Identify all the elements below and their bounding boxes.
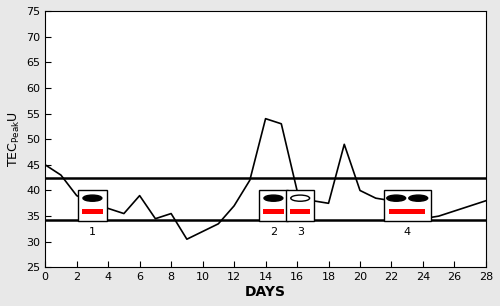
Bar [384, 190, 431, 221]
Bar [290, 209, 310, 214]
Bar [78, 190, 106, 221]
Circle shape [264, 195, 283, 201]
Circle shape [387, 195, 406, 201]
Y-axis label: TEC$_{\mathregular{Peak}}$U: TEC$_{\mathregular{Peak}}$U [7, 111, 22, 167]
Bar [286, 190, 314, 221]
Circle shape [409, 195, 428, 201]
X-axis label: DAYS: DAYS [245, 285, 286, 299]
Text: 2: 2 [270, 227, 277, 237]
Bar [260, 190, 287, 221]
Bar [389, 209, 426, 214]
Text: 4: 4 [404, 227, 411, 237]
Text: 1: 1 [89, 227, 96, 237]
Circle shape [83, 195, 102, 201]
Bar [82, 209, 102, 214]
Bar [263, 209, 283, 214]
Circle shape [290, 195, 310, 201]
Text: 3: 3 [296, 227, 304, 237]
